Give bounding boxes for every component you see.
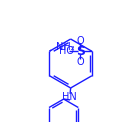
Text: NH₂: NH₂ xyxy=(56,42,75,52)
Text: S: S xyxy=(76,45,85,58)
Text: HO: HO xyxy=(59,46,74,56)
Text: O: O xyxy=(76,36,84,46)
Text: HN: HN xyxy=(62,92,77,102)
Text: O: O xyxy=(76,57,84,67)
